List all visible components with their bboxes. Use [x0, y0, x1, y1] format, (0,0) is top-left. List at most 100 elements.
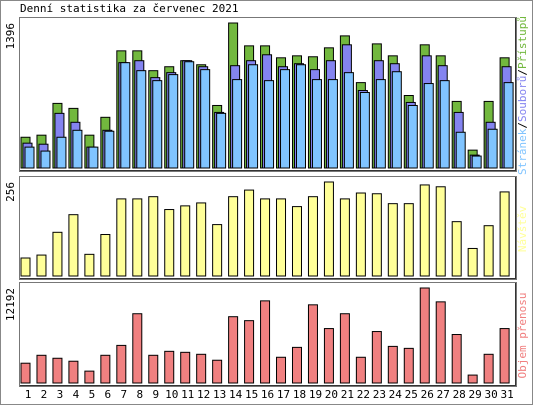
bar — [84, 370, 95, 384]
bar — [24, 146, 35, 169]
bar — [232, 79, 243, 169]
bar — [355, 356, 366, 384]
x-tick-label: 19 — [309, 388, 322, 401]
legend: Objem přenosu — [516, 292, 529, 378]
bar — [264, 80, 275, 169]
bar — [407, 104, 418, 169]
bar — [343, 72, 354, 169]
bar — [52, 231, 63, 277]
bar — [40, 150, 51, 169]
x-tick-label: 24 — [389, 388, 403, 401]
x-tick-label: 6 — [105, 388, 112, 401]
chart-title: Denní statistika za červenec 2021 — [20, 2, 239, 15]
x-tick-label: 4 — [73, 388, 80, 401]
bar — [36, 354, 47, 384]
bar — [455, 131, 466, 169]
x-tick-label: 1 — [25, 388, 32, 401]
bar — [164, 350, 175, 384]
bar — [483, 225, 494, 277]
bar — [423, 83, 434, 169]
bar — [100, 234, 111, 277]
bar — [244, 320, 255, 384]
bar — [327, 79, 338, 169]
bar — [276, 198, 287, 277]
bar — [467, 374, 478, 384]
legend-separator: / — [516, 122, 529, 129]
y-tick-label: 256 — [4, 182, 17, 202]
bar — [435, 186, 446, 277]
x-tick-label: 26 — [421, 388, 434, 401]
x-tick-label: 14 — [229, 388, 243, 401]
bar — [52, 357, 63, 384]
x-tick-label: 3 — [57, 388, 64, 401]
x-tick-label: 31 — [500, 388, 513, 401]
bar — [260, 198, 271, 277]
bar — [212, 359, 223, 384]
bar — [451, 334, 462, 384]
bar — [439, 80, 450, 169]
x-tick-label: 13 — [213, 388, 226, 401]
legend-entry: Stránek — [516, 128, 529, 175]
x-tick-label: 29 — [469, 388, 482, 401]
x-tick-label: 5 — [89, 388, 96, 401]
bar — [387, 345, 398, 384]
bar — [164, 209, 175, 277]
bar — [419, 184, 430, 277]
bar — [36, 254, 47, 277]
bar — [228, 196, 239, 277]
x-tick-label: 23 — [373, 388, 386, 401]
legend: Návštěv — [516, 205, 529, 252]
bar — [280, 69, 291, 169]
x-tick-label: 22 — [357, 388, 370, 401]
bar — [68, 214, 79, 277]
bar — [371, 331, 382, 384]
x-tick-label: 25 — [405, 388, 418, 401]
x-tick-label: 7 — [121, 388, 128, 401]
bar — [212, 224, 223, 277]
y-tick-label: 1396 — [4, 23, 17, 50]
bar — [499, 191, 510, 277]
bar — [184, 61, 195, 169]
legend-entry: Návštěv — [516, 205, 529, 252]
bar — [104, 130, 115, 169]
bar — [168, 74, 179, 169]
legend-separator: / — [516, 69, 529, 76]
bar — [228, 316, 239, 384]
bar — [84, 253, 95, 277]
legend-entry: Přístupů — [516, 16, 529, 69]
bar — [100, 354, 111, 384]
bar — [339, 198, 350, 277]
bar — [323, 181, 334, 277]
bar — [359, 91, 370, 169]
bar — [152, 80, 163, 169]
bar — [136, 70, 147, 169]
x-tick-label: 27 — [437, 388, 450, 401]
bar — [467, 247, 478, 277]
bar — [116, 344, 127, 384]
y-tick-label: 12192 — [4, 288, 17, 321]
bar — [216, 112, 227, 169]
bar — [387, 203, 398, 277]
bar — [148, 354, 159, 384]
x-tick-label: 15 — [245, 388, 258, 401]
bar — [72, 129, 83, 169]
x-tick-label: 9 — [152, 388, 159, 401]
bar — [435, 301, 446, 384]
bar — [56, 136, 67, 169]
bar — [291, 206, 302, 277]
bar — [20, 362, 31, 384]
x-tick-label: 16 — [261, 388, 274, 401]
x-tick-label: 8 — [136, 388, 143, 401]
bar — [291, 346, 302, 384]
bar — [200, 69, 211, 169]
bar — [307, 196, 318, 277]
bar — [483, 353, 494, 384]
bar — [375, 79, 386, 169]
x-tick-label: 18 — [293, 388, 306, 401]
bar — [403, 203, 414, 277]
bar — [196, 202, 207, 277]
bar — [88, 146, 99, 169]
legend: Stránek/Souborů/Přístupů — [516, 16, 529, 175]
x-tick-label: 21 — [341, 388, 354, 401]
